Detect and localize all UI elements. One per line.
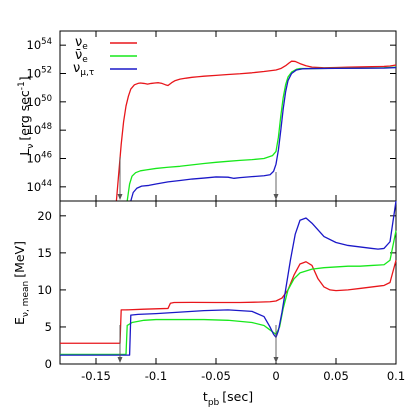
mean-energy-y-axis-label: Eν, mean [MeV]: [12, 241, 31, 325]
xlabel-main: t: [203, 389, 208, 404]
luminosity-line-nu-e: [115, 60, 397, 202]
energy-arrow-bounce-head: [117, 357, 123, 363]
energy-ytick-label: 20: [37, 209, 52, 223]
legend-label-nu-e: νe: [75, 35, 88, 52]
energy-xtick-label: -0.15: [81, 369, 111, 383]
energy-ylabel-unit: [MeV]: [12, 241, 27, 278]
legend-label-nu-mu-tau: νμ,τ: [73, 61, 94, 78]
legend: νe ν̄e νμ,τ: [73, 35, 137, 78]
mean-energy-curves: [60, 200, 397, 356]
energy-ytick-label: 0: [45, 357, 52, 371]
luminosity-line-nu-mu-tau: [130, 66, 397, 202]
luminosity-ylabel-main: L: [17, 149, 32, 156]
luminosity-ylabel-sub: ν: [26, 144, 36, 149]
xlabel-unit: [sec]: [222, 389, 253, 404]
legend-entry-nubar-e: ν̄e: [75, 48, 137, 65]
luminosity-ytick-label: 1054: [27, 37, 52, 52]
luminosity-line-nubar-e: [126, 66, 397, 202]
energy-ytick-label: 15: [37, 246, 52, 260]
energy-xtick-label: 0.1: [387, 369, 405, 383]
mean-energy-x-ticks: -0.15 -0.1 -0.05 0 0.05 0.1: [81, 201, 405, 383]
luminosity-ylabel-unit: [erg sec: [17, 90, 32, 141]
luminosity-y-axis-label: Lν [erg sec-1]: [17, 76, 36, 155]
energy-xtick-label: -0.1: [145, 369, 167, 383]
mean-energy-arrows: [117, 325, 279, 363]
legend-entry-nu-mu-tau: νμ,τ: [73, 61, 137, 78]
energy-xtick-label: 0.05: [323, 369, 349, 383]
luminosity-ytick-label: 1050: [27, 94, 52, 109]
energy-xtick-label: 0: [272, 369, 279, 383]
luminosity-x-ticks: [95, 31, 397, 201]
luminosity-ytick-label: 1044: [27, 179, 52, 194]
luminosity-ytick-label: 1046: [27, 151, 52, 166]
luminosity-panel: 1044 1046 1048 1050 1052 1054 Lν [erg sec-1] ν…: [17, 30, 397, 202]
legend-entry-nu-e: νe: [75, 35, 137, 52]
energy-ytick-label: 5: [45, 320, 52, 334]
mean-energy-plot-frame: [59, 200, 397, 365]
energy-line-nu-e: [60, 260, 397, 344]
energy-arrow-zero-head: [273, 357, 279, 363]
luminosity-ytick-label: 1052: [27, 66, 52, 81]
luminosity-ytick-label: 1048: [27, 122, 52, 137]
mean-energy-panel: 0 5 10 15 20 -0.15 -0.1 -0.05 0 0.05 0.1 Eν, mean…: [12, 200, 405, 408]
energy-ytick-label: 10: [37, 283, 52, 297]
energy-line-nu-mu-tau: [60, 200, 397, 356]
luminosity-curves: [115, 60, 397, 202]
energy-xtick-label: -0.05: [201, 369, 231, 383]
luminosity-ylabel-unit-sup: -1: [17, 81, 27, 90]
luminosity-arrow-bounce-head: [117, 194, 123, 200]
x-axis-label: tpb [sec]: [203, 389, 253, 408]
luminosity-arrows: [117, 157, 279, 200]
legend-label-nubar-e: ν̄e: [75, 48, 88, 65]
luminosity-ylabel-unit-end: ]: [17, 76, 32, 81]
mean-energy-y-ticks: 0 5 10 15 20: [37, 209, 396, 371]
xlabel-sub: pb: [208, 398, 220, 408]
energy-ylabel-main: E: [12, 317, 27, 325]
luminosity-y-ticks: 1044 1046 1048 1050 1052 1054: [27, 37, 396, 194]
energy-ylabel-sub: ν, mean: [21, 281, 31, 317]
luminosity-arrow-zero-head: [273, 194, 279, 200]
energy-line-nubar-e: [60, 230, 397, 356]
